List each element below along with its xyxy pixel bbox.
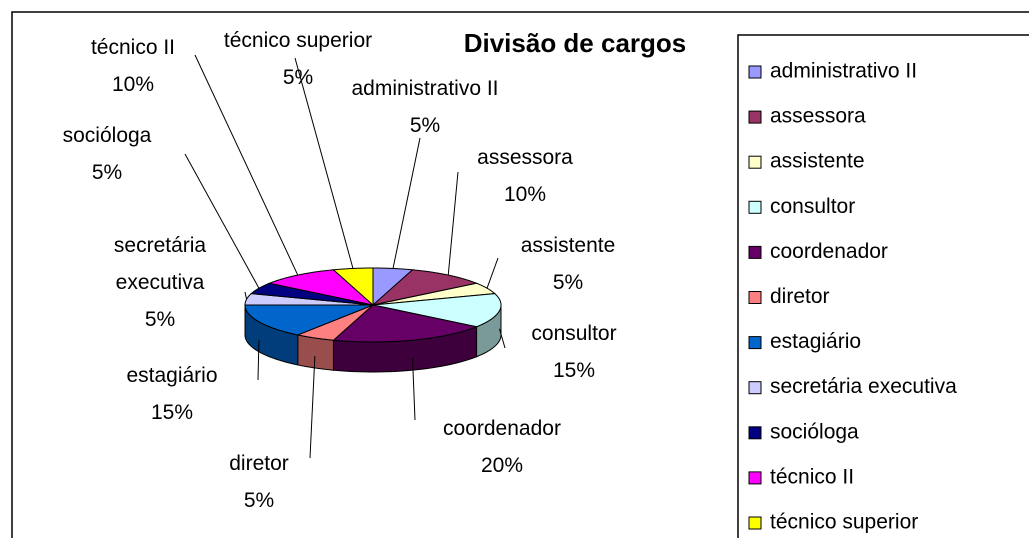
legend-label: assistente <box>770 150 865 173</box>
legend-swatch <box>748 426 762 440</box>
leader-line <box>392 137 421 269</box>
pie-side <box>297 334 334 371</box>
legend-swatch <box>748 336 762 350</box>
legend-label: administrativo II <box>770 60 917 83</box>
pie-slice <box>332 304 479 343</box>
data-label-value: 5% <box>243 489 275 512</box>
pie-slice <box>296 304 374 341</box>
leader-line <box>486 257 499 289</box>
data-label-value: 20% <box>480 454 524 477</box>
leader-line <box>244 291 248 300</box>
legend-label: socióloga <box>770 420 859 443</box>
data-label-name: assistente <box>520 234 616 257</box>
data-label-value: 15% <box>150 401 194 424</box>
data-label-value: 5% <box>282 66 314 89</box>
legend-label: coordenador <box>770 240 888 263</box>
legend-label: técnico II <box>770 465 854 488</box>
legend-label: secretária executiva <box>770 375 957 398</box>
legend-swatch <box>748 155 762 169</box>
leader-line <box>412 358 416 421</box>
leader-line <box>257 339 260 381</box>
data-label-name: estagiário <box>126 364 218 387</box>
legend-swatch <box>748 110 762 124</box>
data-label-value: 5% <box>144 308 176 331</box>
legend-swatch <box>748 245 762 259</box>
data-label-value: 5% <box>552 271 584 294</box>
data-label-name: socióloga <box>62 124 152 147</box>
legend-label: consultor <box>770 195 855 218</box>
pie-slice <box>332 267 374 307</box>
data-label-name: coordenador <box>443 417 561 440</box>
legend-box <box>737 34 1029 538</box>
pie-slice <box>372 293 502 328</box>
data-label-name: diretor <box>229 452 289 475</box>
leader-line <box>294 57 354 269</box>
legend-swatch <box>748 381 762 395</box>
pie-slice <box>244 304 374 336</box>
legend-swatch <box>748 291 762 304</box>
legend-label: estagiário <box>770 330 861 353</box>
legend-swatch <box>748 471 762 485</box>
data-label-value: 15% <box>552 359 596 382</box>
leader-line <box>498 328 506 349</box>
leader-line <box>309 355 316 459</box>
data-label-value: 5% <box>409 114 441 137</box>
legend-label: diretor <box>770 285 830 308</box>
data-label-name: consultor <box>531 322 617 345</box>
data-label-value: 10% <box>111 73 155 96</box>
legend-swatch <box>748 516 762 530</box>
leader-line <box>447 171 459 276</box>
data-label-name: secretária executiva <box>113 234 207 294</box>
legend-label: técnico superior <box>770 511 918 534</box>
data-label-name: técnico superior <box>223 29 373 52</box>
data-label-name: administrativo II <box>351 77 499 100</box>
legend-swatch <box>748 200 762 214</box>
leader-line <box>184 153 260 289</box>
data-label-value: 10% <box>503 183 547 206</box>
data-label-value: 5% <box>91 161 123 184</box>
data-label-name: assessora <box>477 146 573 169</box>
legend-label: assessora <box>770 105 866 128</box>
legend-swatch <box>748 65 762 79</box>
data-label-name: técnico II <box>90 36 176 59</box>
leader-line <box>194 54 299 276</box>
chart-title: Divisão de cargos <box>464 28 687 58</box>
